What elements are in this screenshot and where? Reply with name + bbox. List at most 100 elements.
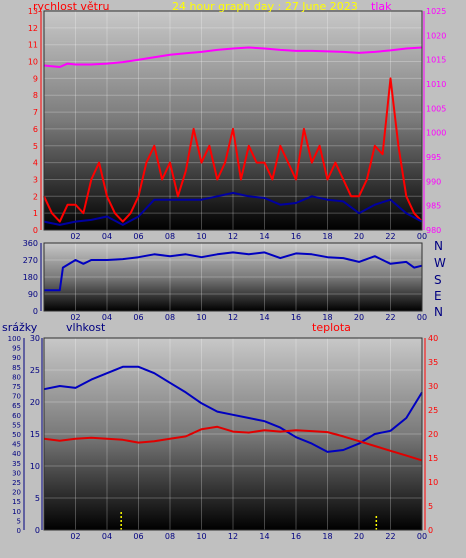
temperature-y-tick-label: 30 [428,382,438,391]
rain-label: srážky [2,321,38,334]
wind-y-tick-label: 13 [28,7,38,16]
humidity-y-tick-label: 25 [30,366,40,375]
compass-e: E [434,289,442,303]
temperature-y-tick-label: 15 [428,454,438,463]
rain-y-tick-label: 0 [17,527,21,535]
rain-y-tick-label: 80 [12,373,21,381]
direction-x-tick-label: 14 [259,313,269,322]
rain-y-tick-label: 75 [12,383,21,391]
pressure-y-tick-label: 1005 [426,104,446,113]
rain-y-tick-label: 50 [12,431,21,439]
temperature-y-tick-label: 20 [428,430,438,439]
humidity-label: vlhkost [66,321,106,334]
humidity-x-tick-label: 16 [291,532,301,541]
direction-x-tick-label: 16 [291,313,301,322]
data-series [43,46,423,530]
wind-y-tick-label: 8 [33,91,38,100]
rain-y-tick-label: 45 [12,441,21,449]
direction-y-tick-label: 270 [23,256,38,265]
pressure-y-tick-label: 1000 [426,129,446,138]
rain-y-tick-label: 5 [17,517,21,525]
direction-x-tick-label: 02 [70,313,80,322]
wind-x-tick-label: 06 [133,232,143,241]
temperature-y-tick-label: 35 [428,358,438,367]
wind-y-tick-label: 3 [33,175,38,184]
compass-w: W [434,256,446,270]
direction-x-tick-label: 04 [102,313,112,322]
pressure-y-tick-label: 1020 [426,31,446,40]
direction-y-tick-label: 0 [33,307,38,316]
direction-x-tick-label: 20 [354,313,364,322]
direction-y-tick-label: 180 [23,273,38,282]
wind-x-tick-label: 10 [196,232,206,241]
humidity-x-tick-label: 12 [228,532,238,541]
pressure-y-tick-label: 990 [426,177,441,186]
pressure-y-tick-label: 1025 [426,7,446,16]
humidity-panel-frame [43,337,423,531]
wind-x-tick-label: 22 [385,232,395,241]
rain-y-tick-label: 30 [12,469,21,477]
rain-y-tick-label: 35 [12,460,21,468]
direction-y-tick-label: 90 [28,290,38,299]
wind-y-tick-label: 11 [28,41,38,50]
wind-y-tick-label: 2 [33,192,38,201]
humidity-x-tick-label: 14 [259,532,269,541]
wind-y-tick-label: 0 [33,226,38,235]
wind-x-tick-label: 04 [102,232,112,241]
humidity-y-tick-label: 10 [30,462,40,471]
rain-y-tick-label: 95 [12,345,21,353]
wind-y-tick-label: 4 [33,159,38,168]
humidity-x-tick-label: 06 [133,532,143,541]
wind-y-tick-label: 1 [33,209,38,218]
humidity-line [43,365,423,453]
humidity-x-tick-label: 22 [385,532,395,541]
pressure-y-tick-label: 985 [426,202,441,211]
rain-y-tick-label: 60 [12,412,21,420]
wind-direction-plot-area [44,243,422,311]
humidity-y-tick-label: 20 [30,398,40,407]
temperature-line [43,425,423,462]
direction-x-tick-label: 00 [417,313,427,322]
direction-x-tick-label: 12 [228,313,238,322]
pressure-y-tick-label: 1015 [426,56,446,65]
wind-x-tick-label: 16 [291,232,301,241]
direction-y-tick-label: 360 [23,239,38,248]
rain-y-tick-label: 85 [12,364,21,372]
wind-y-tick-label: 7 [33,108,38,117]
wind-y-tick-label: 5 [33,142,38,151]
pressure-y-tick-label: 1010 [426,80,446,89]
graph-title: 24 hour graph day : 27 June 2023 [172,0,358,13]
direction-x-tick-label: 10 [196,313,206,322]
wind-x-tick-label: 02 [70,232,80,241]
wind-speed-label: rychlost větru [33,0,109,13]
compass-n-top: N [434,239,443,253]
wind-panel-frame [43,10,423,231]
pressure-y-tick-label: 980 [426,226,441,235]
wind-x-tick-label: 20 [354,232,364,241]
temperature-y-tick-label: 10 [428,478,438,487]
humidity-x-tick-label: 08 [165,532,175,541]
direction-x-tick-label: 22 [385,313,395,322]
wind-y-tick-label: 9 [33,74,38,83]
rain-y-tick-label: 100 [8,335,21,343]
wind-average-line [43,191,423,226]
wind-direction-line [44,251,423,292]
wind-x-tick-label: 14 [259,232,269,241]
humidity-x-tick-label: 20 [354,532,364,541]
temperature-y-tick-label: 0 [428,526,433,535]
humidity-y-tick-label: 0 [35,526,40,535]
pressure-y-tick-label: 995 [426,153,441,162]
direction-x-tick-label: 18 [322,313,332,322]
pressure-label: tlak [371,0,392,13]
wind-y-tick-label: 12 [28,24,38,33]
wind-x-tick-label: 08 [165,232,175,241]
direction-x-tick-label: 08 [165,313,175,322]
rain-y-tick-label: 15 [12,498,21,506]
humidity-x-tick-label: 00 [417,532,427,541]
wind-x-tick-label: 18 [322,232,332,241]
rain-y-tick-label: 90 [12,354,21,362]
wind-y-tick-label: 10 [28,58,38,67]
humidity-y-tick-label: 5 [35,494,40,503]
rain-y-tick-label: 55 [12,421,21,429]
